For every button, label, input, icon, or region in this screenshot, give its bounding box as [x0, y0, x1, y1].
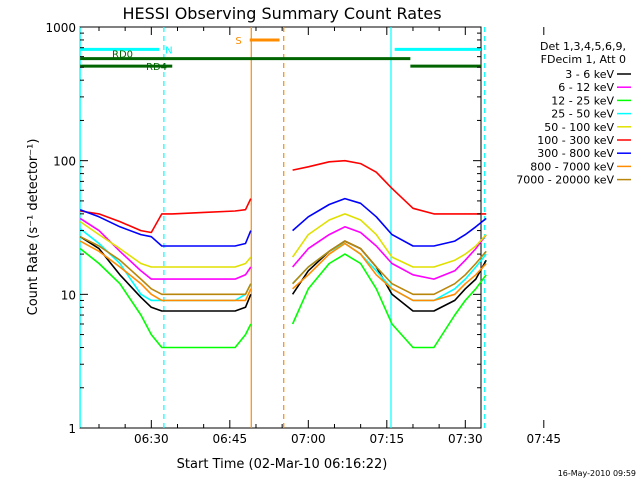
y-tick-label-3: 100	[53, 155, 76, 169]
series-2-6-12kev-segment-2	[291, 226, 487, 280]
flag-bars: N S RD0 RD4	[80, 36, 481, 73]
y-tick-label-4: 1000	[45, 21, 76, 35]
legend-entry-label-8: 800 - 7000 keV	[530, 160, 614, 173]
legend-header-line-2: FDecim 1, Att 0	[541, 53, 626, 66]
flag-label-rd4: RD4	[146, 62, 167, 73]
axis-ticks: 06:30 06:45 07:00 07:15 07:30 07:45 1 10 100 1000	[45, 21, 561, 446]
vertical-marker-lines	[79, 27, 486, 428]
series-8-800-7000kev-segment-1	[79, 240, 252, 302]
series-9-7000-20000kev-segment-2	[292, 240, 487, 296]
x-tick-label-2: 06:45	[213, 432, 248, 446]
x-tick-label-4: 07:15	[370, 432, 405, 446]
legend: Det 1,3,4,5,6,9, FDecim 1, Att 0 3 - 6 k…	[516, 40, 631, 187]
series-1-3-6kev-segment-1	[79, 236, 252, 312]
legend-entry-label-1: 3 - 6 keV	[565, 68, 614, 81]
series-5-50-100kev-segment-2	[291, 213, 487, 268]
series-1-3-6kev-segment-2	[291, 240, 487, 312]
flag-label-saa: S	[235, 36, 241, 47]
series-5-50-100kev-segment-1	[79, 220, 252, 268]
legend-entry-label-3: 12 - 25 keV	[551, 94, 614, 107]
series-3-12-25kev-segment-1	[79, 247, 252, 349]
generation-timestamp: 16-May-2010 09:59	[558, 469, 636, 478]
x-tick-label-6: 07:45	[526, 432, 561, 446]
plot-frame	[79, 26, 482, 429]
legend-entry-label-7: 300 - 800 keV	[537, 147, 614, 160]
series-9-7000-20000kev-segment-1	[79, 235, 252, 296]
y-axis-label: Count Rate (s⁻¹ detector⁻¹)	[26, 139, 41, 316]
x-axis-label: Start Time (02-Mar-10 06:16:22)	[177, 457, 388, 472]
y-tick-label-1: 1	[68, 422, 76, 436]
series-8-800-7000kev-segment-2	[292, 242, 487, 302]
x-tick-label-5: 07:30	[448, 432, 483, 446]
chart-title: HESSI Observing Summary Count Rates	[122, 4, 441, 23]
x-tick-label-1: 06:30	[134, 432, 169, 446]
legend-entry-label-5: 50 - 100 keV	[544, 121, 614, 134]
legend-entry-label-4: 25 - 50 keV	[551, 108, 614, 121]
legend-header-line-1: Det 1,3,4,5,6,9,	[540, 40, 626, 53]
x-tick-label-3: 07:00	[291, 432, 326, 446]
series-6-100-300kev-segment-1	[80, 198, 252, 234]
series-6-100-300kev-segment-2	[292, 159, 487, 215]
series-7-300-800kev-segment-1	[79, 208, 252, 247]
legend-entry-label-9: 7000 - 20000 keV	[516, 174, 614, 187]
legend-entry-label-6: 100 - 300 keV	[537, 134, 614, 147]
y-tick-label-2: 10	[61, 288, 76, 302]
flag-label-rd0: RD0	[112, 50, 133, 61]
series-3-12-25kev-segment-2	[291, 253, 487, 349]
legend-entry-label-2: 6 - 12 keV	[558, 81, 614, 94]
series-7-300-800kev-segment-2	[292, 197, 487, 247]
series-lines	[79, 159, 487, 349]
flag-label-night: N	[165, 45, 172, 56]
